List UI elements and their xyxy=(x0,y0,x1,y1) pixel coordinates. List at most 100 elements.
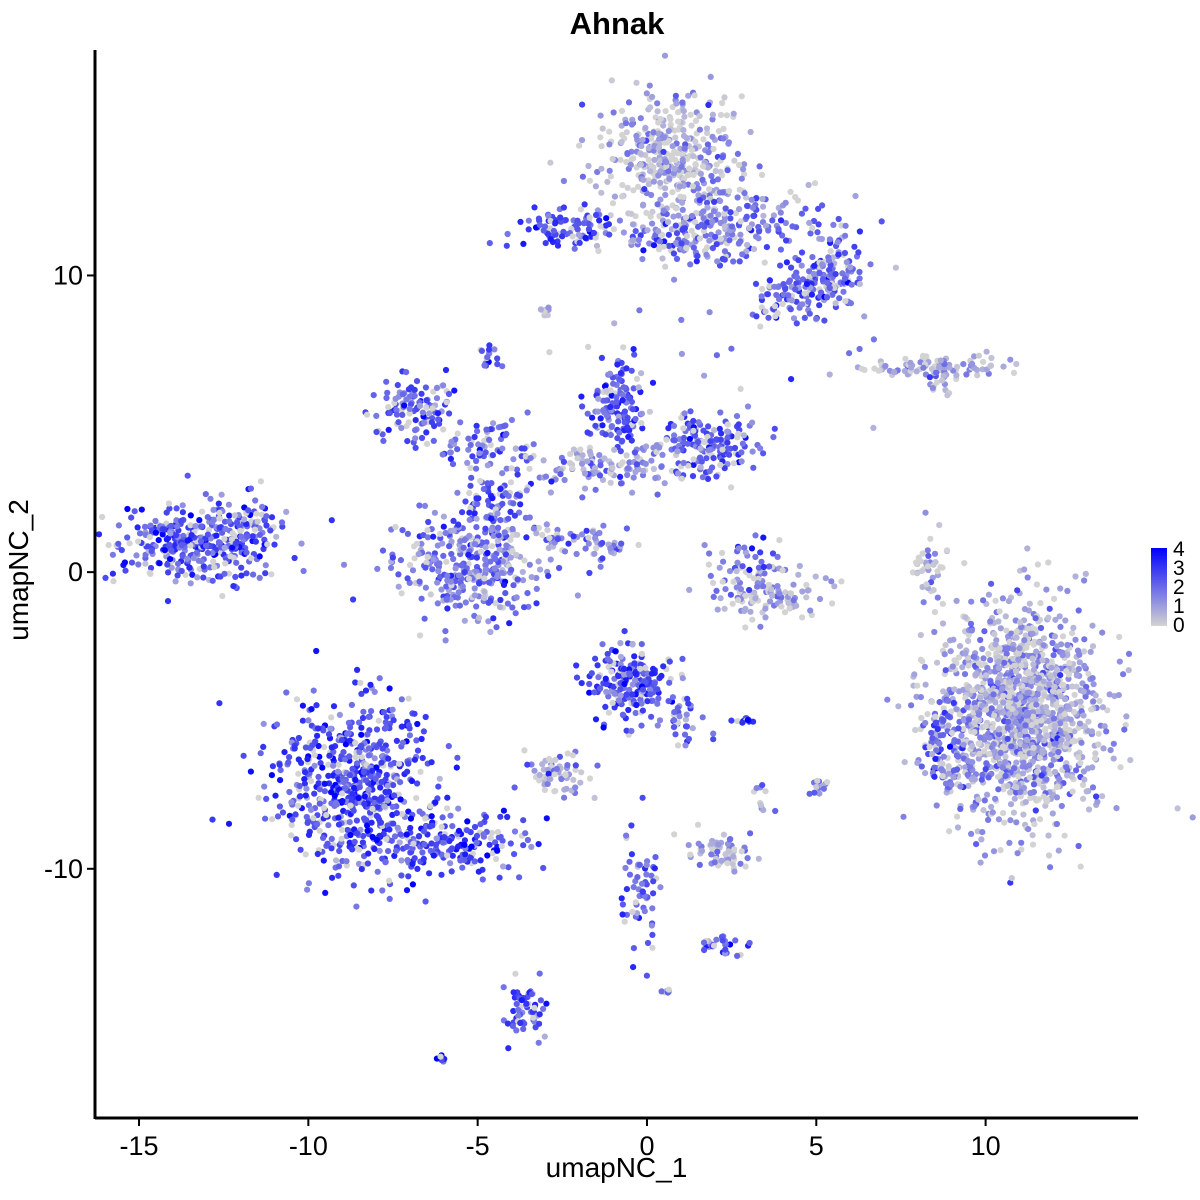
cell-point xyxy=(724,428,731,435)
cell-point xyxy=(1046,681,1053,688)
cell-point xyxy=(213,532,220,539)
cell-point xyxy=(984,664,991,672)
cell-point xyxy=(944,547,951,554)
cell-point xyxy=(411,756,418,763)
cell-point xyxy=(782,285,789,293)
cell-point xyxy=(725,139,733,146)
cell-point xyxy=(638,370,645,377)
cell-point xyxy=(945,722,952,729)
cell-point xyxy=(141,523,149,530)
cell-point xyxy=(1025,826,1032,833)
cell-point xyxy=(411,555,418,562)
cell-point xyxy=(939,600,946,608)
cell-point xyxy=(569,465,576,472)
cell-point xyxy=(652,475,659,482)
cell-point xyxy=(721,223,728,230)
cell-point xyxy=(277,767,284,774)
cell-point xyxy=(787,306,794,313)
cell-point xyxy=(436,560,443,567)
cell-point xyxy=(544,527,551,534)
cell-point xyxy=(1021,566,1028,573)
cell-point xyxy=(445,390,453,398)
cell-point xyxy=(473,554,480,561)
cell-point xyxy=(1011,795,1018,802)
cell-point xyxy=(942,780,950,787)
cell-point xyxy=(624,465,632,472)
cell-point xyxy=(1080,688,1087,695)
cell-point xyxy=(415,833,422,840)
cell-point xyxy=(658,463,665,470)
cell-point xyxy=(697,170,705,177)
cell-point xyxy=(585,220,592,227)
cell-point xyxy=(901,759,908,766)
cell-point xyxy=(353,817,360,824)
cell-point xyxy=(656,243,663,250)
cell-point xyxy=(1063,668,1070,675)
cell-point xyxy=(987,657,994,664)
cell-point xyxy=(499,363,506,370)
cell-point xyxy=(971,729,978,736)
cell-point xyxy=(357,679,364,687)
cell-point xyxy=(1009,705,1016,713)
cell-point xyxy=(565,540,572,547)
cell-point xyxy=(350,596,357,603)
cell-point xyxy=(660,243,667,250)
cell-point xyxy=(135,538,142,545)
cell-point xyxy=(939,620,947,627)
cell-point xyxy=(674,448,681,455)
cell-point xyxy=(448,438,455,445)
cell-point xyxy=(772,313,779,320)
cell-point xyxy=(1061,832,1068,839)
cell-point xyxy=(404,438,411,445)
cell-point xyxy=(439,540,446,547)
cell-point xyxy=(940,753,947,760)
cell-point xyxy=(703,455,710,462)
cell-point xyxy=(607,173,615,180)
cell-point xyxy=(959,664,966,671)
cell-point xyxy=(939,773,946,780)
cell-point xyxy=(932,559,939,566)
cell-point xyxy=(339,797,346,805)
cell-point xyxy=(630,155,637,162)
cell-point xyxy=(1096,697,1103,705)
cell-point xyxy=(392,395,399,402)
cell-point xyxy=(406,410,413,417)
cell-point xyxy=(1000,699,1007,706)
cell-point xyxy=(980,358,987,365)
cell-point xyxy=(299,702,306,709)
cell-point xyxy=(1089,622,1096,629)
cell-point xyxy=(798,210,806,217)
cell-point xyxy=(752,532,759,539)
cell-point xyxy=(801,290,808,297)
cell-point xyxy=(602,397,609,404)
cell-point xyxy=(1110,755,1117,762)
cell-point xyxy=(736,186,743,193)
cell-point xyxy=(816,270,823,277)
cell-point xyxy=(373,428,380,436)
cell-point xyxy=(473,465,480,472)
cell-point xyxy=(678,240,685,247)
cell-point xyxy=(259,503,266,510)
cell-point xyxy=(985,591,993,598)
cell-point xyxy=(424,527,431,534)
cell-point xyxy=(688,212,696,220)
cell-point xyxy=(505,864,512,871)
cell-point xyxy=(585,226,593,233)
cell-point xyxy=(771,283,778,290)
cell-point xyxy=(720,558,727,565)
cell-point xyxy=(1004,645,1011,652)
cell-point xyxy=(977,734,984,741)
cell-point xyxy=(440,382,447,389)
cell-point xyxy=(393,407,400,414)
cell-point xyxy=(268,571,275,578)
cell-point xyxy=(697,445,704,452)
cell-point xyxy=(365,786,372,793)
cell-point xyxy=(931,764,938,771)
cell-point xyxy=(613,394,620,401)
cell-point xyxy=(427,591,434,598)
cell-point xyxy=(847,300,855,307)
cell-point xyxy=(647,104,654,111)
cell-point xyxy=(747,128,754,136)
cell-point xyxy=(473,422,480,429)
cell-point xyxy=(395,571,402,578)
